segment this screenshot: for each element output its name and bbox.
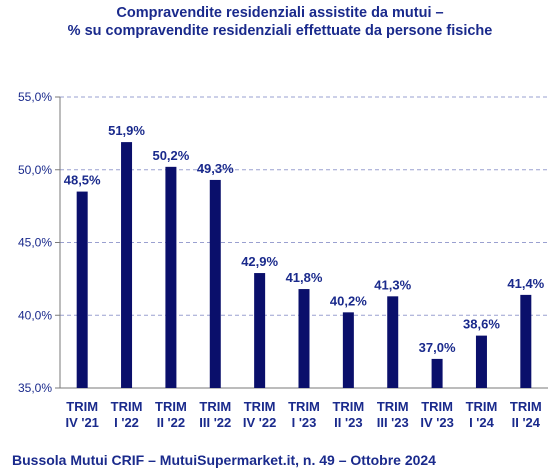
x-tick-label: III '23 (377, 415, 409, 430)
bar (387, 296, 399, 388)
x-tick-label: TRIM (510, 399, 542, 414)
y-tick-label: 55,0% (18, 90, 52, 104)
x-tick-label: TRIM (288, 399, 320, 414)
x-tick-label: IV '21 (65, 415, 98, 430)
y-tick-label: 50,0% (18, 163, 52, 177)
y-tick-label: 40,0% (18, 308, 52, 322)
data-label: 41,3% (374, 277, 411, 292)
data-label: 51,9% (108, 123, 145, 138)
y-tick-label: 35,0% (18, 381, 52, 395)
x-tick-label: TRIM (244, 399, 276, 414)
bar (76, 191, 88, 388)
footer-source: Bussola Mutui CRIF – MutuiSupermarket.it… (12, 452, 436, 468)
data-label: 48,5% (64, 173, 101, 188)
bar (520, 294, 532, 388)
x-tick-label: I '23 (292, 415, 317, 430)
data-label: 49,3% (197, 161, 234, 176)
data-label: 41,8% (286, 270, 323, 285)
data-label: 41,4% (507, 276, 544, 291)
bar (298, 289, 310, 388)
bar (165, 166, 177, 388)
x-tick-label: TRIM (421, 399, 453, 414)
x-tick-label: I '22 (114, 415, 139, 430)
bar (209, 179, 221, 388)
x-tick-label: III '22 (199, 415, 231, 430)
chart-title-line1: Compravendite residenziali assistite da … (116, 5, 444, 21)
bar (431, 358, 443, 388)
x-tick-label: II '23 (334, 415, 362, 430)
data-label: 37,0% (419, 340, 456, 355)
x-tick-label: IV '23 (420, 415, 453, 430)
x-tick-label: TRIM (66, 399, 98, 414)
data-label: 50,2% (152, 148, 189, 163)
x-tick-label: TRIM (155, 399, 187, 414)
y-tick-label: 45,0% (18, 236, 52, 250)
x-tick-label: IV '22 (243, 415, 276, 430)
x-tick-label: TRIM (377, 399, 409, 414)
bar (121, 142, 133, 388)
bar (254, 273, 266, 388)
x-tick-label: TRIM (111, 399, 143, 414)
x-tick-label: TRIM (199, 399, 231, 414)
bar (475, 335, 487, 388)
x-tick-label: II '24 (512, 415, 541, 430)
data-label: 40,2% (330, 293, 367, 308)
chart-title: Compravendite residenziali assistite da … (0, 4, 560, 40)
x-tick-label: II '22 (157, 415, 185, 430)
x-tick-label: TRIM (466, 399, 498, 414)
x-tick-label: I '24 (469, 415, 495, 430)
data-label: 42,9% (241, 254, 278, 269)
x-tick-label: TRIM (332, 399, 364, 414)
bar (342, 312, 354, 388)
chart-title-line2: % su compravendite residenziali effettua… (67, 23, 493, 39)
data-label: 38,6% (463, 317, 500, 332)
